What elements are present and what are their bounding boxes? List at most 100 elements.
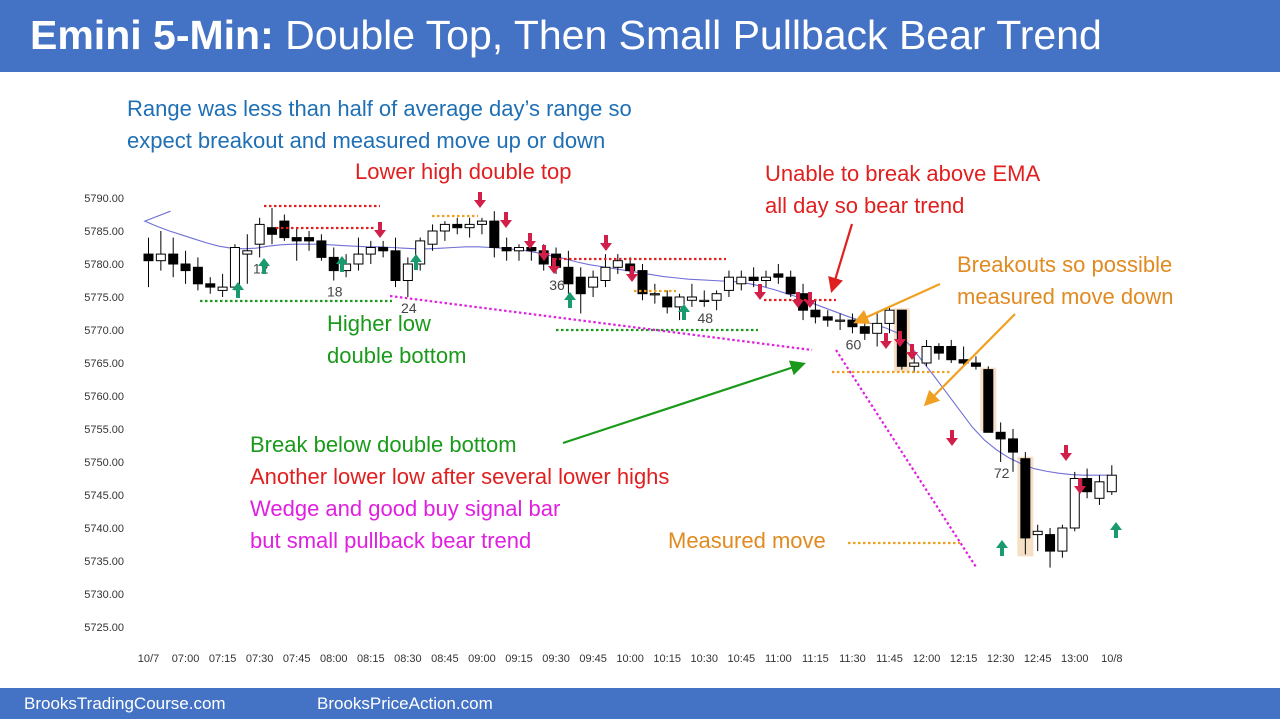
bull-candle-body xyxy=(884,309,895,324)
bear-candle-body xyxy=(810,309,821,318)
candle xyxy=(835,313,846,330)
footer-right-link[interactable]: BrooksPriceAction.com xyxy=(317,694,493,713)
measured-move-note: Measured move xyxy=(668,528,826,553)
bear-candle-body xyxy=(575,276,586,295)
candle xyxy=(242,234,253,284)
buy-signal-arrow xyxy=(678,304,690,320)
bear-candle-body xyxy=(316,240,327,258)
header-bar: Emini 5-Min: Double Top, Then Small Pull… xyxy=(0,0,1280,72)
y-tick-label: 5760.00 xyxy=(84,391,124,403)
higher-low-note-line2: double bottom xyxy=(327,343,467,368)
candle xyxy=(736,270,747,291)
candle xyxy=(378,240,389,258)
bear-candle-body xyxy=(970,362,981,367)
bull-candle-body xyxy=(835,319,846,322)
candle xyxy=(390,237,401,288)
bull-candle-body xyxy=(476,220,487,225)
bull-candle-body xyxy=(674,296,685,308)
candle xyxy=(637,264,648,301)
x-tick-label: 08:15 xyxy=(357,653,385,665)
candle xyxy=(1008,429,1018,472)
candle xyxy=(995,422,1006,462)
x-tick-label: 09:15 xyxy=(505,653,533,665)
bull-candle-body xyxy=(217,286,228,291)
sell-signal-arrow xyxy=(500,212,512,228)
bull-candle-body xyxy=(736,276,747,285)
x-tick-label: 07:45 xyxy=(283,653,311,665)
candle xyxy=(489,211,500,258)
candle xyxy=(921,339,932,367)
candle xyxy=(1106,465,1117,495)
candle xyxy=(674,293,685,321)
bear-candle-body xyxy=(390,250,401,282)
candle xyxy=(909,356,920,373)
bear-candle-body xyxy=(773,273,784,278)
x-tick-label: 07:00 xyxy=(172,653,200,665)
y-tick-label: 5785.00 xyxy=(84,226,124,238)
x-tick-label: 09:45 xyxy=(579,653,607,665)
sell-signal-arrow xyxy=(1060,445,1072,461)
candle xyxy=(192,257,203,291)
ema-line xyxy=(143,210,1109,476)
bear-candle-body xyxy=(1008,438,1018,453)
bull-candle-body xyxy=(761,276,771,282)
buy-signal-arrow xyxy=(336,256,348,272)
sell-signal-arrow xyxy=(600,235,612,251)
annotation-arrow xyxy=(923,313,1016,407)
candle xyxy=(402,257,413,297)
footer-left-link[interactable]: BrooksTradingCourse.com xyxy=(24,694,226,713)
x-tick-label: 10:45 xyxy=(728,653,756,665)
candle xyxy=(946,339,957,363)
y-tick-label: 5770.00 xyxy=(84,325,124,337)
sell-signal-arrow xyxy=(374,222,386,238)
x-tick-label: 10:30 xyxy=(690,653,718,665)
annotation-arrow xyxy=(828,223,854,293)
bear-candle-body xyxy=(1082,478,1093,493)
sell-signal-arrow xyxy=(548,258,560,274)
y-tick-label: 5725.00 xyxy=(84,622,124,634)
candle xyxy=(514,244,524,261)
candle xyxy=(155,231,166,271)
bear-candle-body xyxy=(501,247,512,252)
bull-candle-body xyxy=(612,260,623,268)
candle xyxy=(316,234,327,261)
candle xyxy=(353,237,364,271)
highlight-boxes xyxy=(893,308,1034,557)
bear-candle-body xyxy=(983,369,994,433)
ema-path xyxy=(143,210,1109,476)
wedge-line xyxy=(835,349,977,568)
annotation-arrow xyxy=(853,282,941,324)
sell-signal-arrow xyxy=(754,284,766,300)
bull-candle-body xyxy=(1032,530,1043,536)
bear-candle-body xyxy=(563,266,574,285)
sell-signal-arrow xyxy=(880,333,892,349)
x-tick-label: 11:30 xyxy=(839,653,866,665)
y-axis: 5790.00 5785.00 5780.00 5775.00 5770.00 5765.… xyxy=(84,193,124,634)
candle xyxy=(612,254,623,274)
bull-candle-body xyxy=(1057,527,1068,552)
bull-candle-body xyxy=(649,293,660,296)
bar-count-label: 72 xyxy=(994,465,1010,481)
candle xyxy=(588,270,599,297)
x-tick-label: 08:00 xyxy=(320,653,348,665)
x-tick-label: 09:00 xyxy=(468,653,496,665)
bull-candle-body xyxy=(365,247,376,255)
y-tick-label: 5765.00 xyxy=(84,358,124,370)
buy-signal-arrow xyxy=(258,258,270,274)
candle xyxy=(822,310,833,327)
bull-candle-body xyxy=(1094,481,1105,499)
y-tick-label: 5740.00 xyxy=(84,523,124,535)
candle xyxy=(773,264,784,284)
bear-candle-body xyxy=(192,266,203,285)
bar-count-label: 60 xyxy=(846,336,862,352)
bear-candle-body xyxy=(785,276,796,295)
bull-candle-body xyxy=(600,266,611,281)
candle xyxy=(1045,528,1056,568)
bar-count-label: 48 xyxy=(697,310,713,326)
bull-candle-body xyxy=(464,223,475,229)
wedge-note-line2: but small pullback bear trend xyxy=(250,528,532,553)
candles xyxy=(143,207,1117,568)
candle xyxy=(267,207,277,245)
x-tick-label: 10:15 xyxy=(653,653,681,665)
bar-count-label: 24 xyxy=(401,300,417,316)
